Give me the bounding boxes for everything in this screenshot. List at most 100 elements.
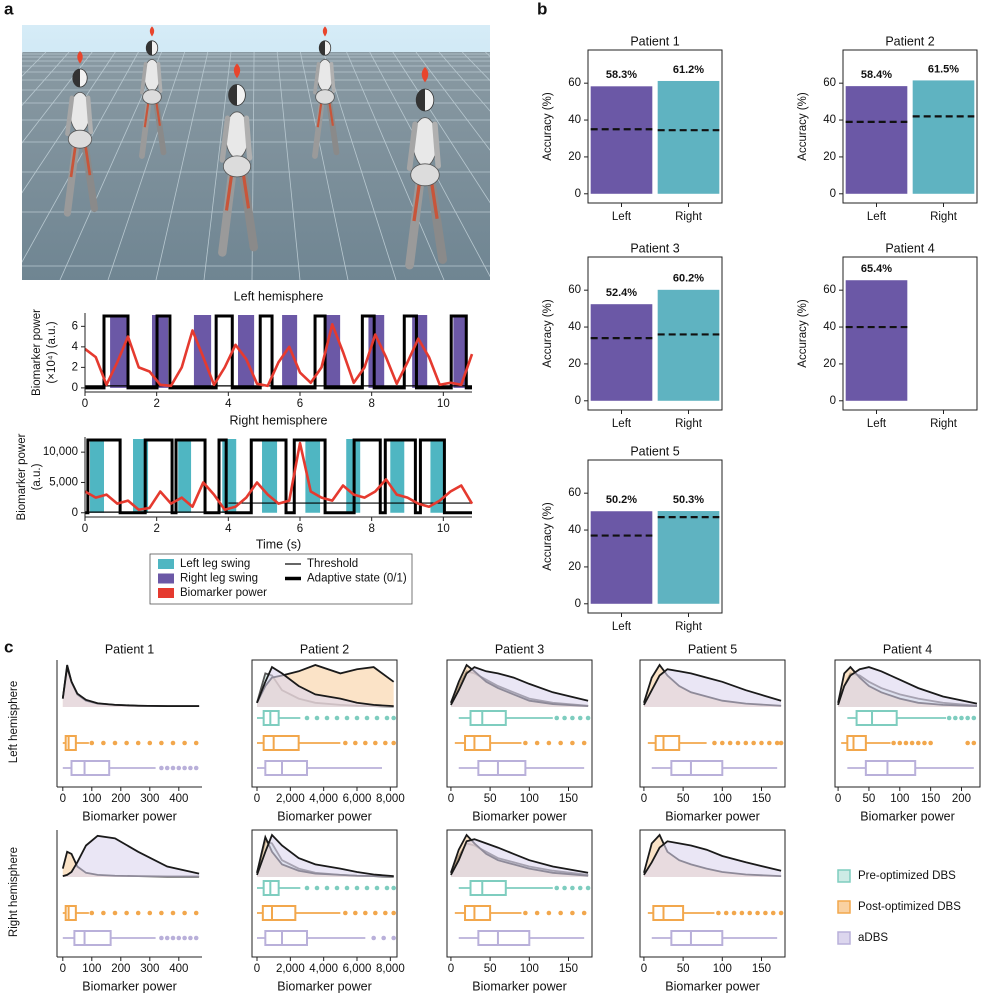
outlier	[391, 885, 396, 891]
outlier	[384, 885, 390, 891]
box-iqr	[261, 905, 297, 921]
x-tick-label: 6,000	[343, 963, 372, 975]
y-tick-label: 40	[823, 321, 836, 333]
y-tick-label: 10,000	[43, 446, 78, 458]
x-tick-label: Left	[867, 211, 887, 223]
x-tick-label: Right	[930, 418, 958, 430]
biomarker-line	[84, 322, 474, 388]
arm	[243, 115, 253, 161]
value-label: 50.3%	[673, 494, 704, 506]
outlier	[334, 885, 340, 891]
target-pin	[149, 26, 155, 37]
x-axis-label: Biomarker power	[277, 979, 371, 993]
x-tick-label: 100	[890, 793, 909, 805]
box-iqr	[855, 710, 898, 726]
x-tick-label: 6,000	[343, 793, 372, 805]
arm	[140, 62, 148, 95]
density-line	[61, 666, 200, 708]
outlier	[946, 715, 952, 721]
y-tick-label: 60	[568, 284, 581, 296]
outlier	[755, 910, 760, 916]
y-tick-label: 20	[823, 151, 836, 163]
plot-frame	[251, 659, 398, 788]
outlier	[344, 885, 350, 891]
density-line	[643, 840, 782, 876]
x-tick-label: 4	[225, 523, 232, 535]
x-tick-label: Left	[867, 418, 887, 430]
outlier	[343, 740, 348, 746]
y-tick-label: 20	[568, 358, 581, 370]
x-tick-label: 8	[368, 523, 374, 535]
chart-title: Patient 2	[885, 34, 934, 48]
legend-swatch	[158, 559, 174, 569]
outlier	[767, 740, 772, 746]
outlier	[170, 765, 176, 771]
plot-frame	[587, 256, 723, 411]
outlier	[953, 715, 958, 721]
density-fill	[838, 667, 977, 707]
row-label: Left hemisphere	[8, 681, 20, 763]
box-iqr	[652, 905, 685, 921]
y-tick-label: 4	[72, 341, 79, 353]
head-shade	[146, 40, 152, 56]
swing-bar	[262, 439, 278, 513]
panel-label: a	[4, 0, 14, 18]
outlier	[164, 765, 170, 771]
outlier	[778, 740, 784, 746]
outlier	[159, 910, 164, 916]
x-tick-label: 100	[520, 793, 539, 805]
swing-bar	[110, 315, 127, 388]
x-tick-label: 8,000	[376, 793, 405, 805]
density-fill	[643, 841, 782, 877]
outlier	[959, 715, 964, 721]
x-tick-label: 150	[559, 793, 578, 805]
outlier	[89, 740, 95, 746]
box-iqr	[73, 930, 112, 946]
outlier	[193, 935, 199, 941]
x-tick-label: 0	[60, 963, 66, 975]
outlier	[89, 910, 95, 916]
y-tick-label: 6	[72, 320, 78, 332]
outlier	[124, 910, 129, 916]
x-tick-label: 10	[437, 523, 450, 535]
outlier	[112, 910, 118, 916]
x-tick-label: 150	[921, 793, 940, 805]
walker-figure	[63, 51, 99, 217]
density-fill	[450, 667, 589, 707]
outlier	[759, 740, 764, 746]
row-label: Right hemisphere	[8, 847, 20, 937]
density-line	[837, 666, 978, 706]
x-tick-label: 50	[677, 793, 690, 805]
plot-frame	[587, 49, 723, 204]
x-axis-label: Biomarker power	[665, 979, 759, 993]
outlier	[523, 740, 528, 746]
legend-label: Biomarker power	[180, 587, 267, 599]
arm	[432, 121, 441, 169]
chart-title: Patient 2	[300, 642, 349, 656]
x-tick-label: 0	[82, 398, 88, 410]
outlier	[735, 740, 741, 746]
swing-bar	[390, 439, 405, 513]
target-pin	[421, 67, 429, 83]
outlier	[324, 715, 330, 721]
swing-bar	[178, 439, 192, 513]
outlier	[719, 740, 725, 746]
outlier	[344, 715, 350, 721]
outlier	[723, 910, 729, 916]
box-iqr	[864, 760, 917, 776]
plot-frame	[251, 829, 398, 958]
x-tick-label: 100	[82, 963, 101, 975]
x-tick-label: 150	[752, 963, 771, 975]
adaptive-state	[85, 438, 472, 515]
chart-title: Left hemisphere	[234, 289, 324, 303]
hips	[222, 155, 252, 178]
chart-title: Patient 5	[688, 642, 737, 656]
swing-bar	[193, 315, 212, 388]
muscle	[143, 101, 150, 128]
plot-frame	[446, 659, 593, 788]
density-fill	[257, 667, 394, 707]
outlier	[965, 740, 970, 746]
plot-frame	[639, 829, 786, 958]
outlier	[585, 885, 591, 891]
